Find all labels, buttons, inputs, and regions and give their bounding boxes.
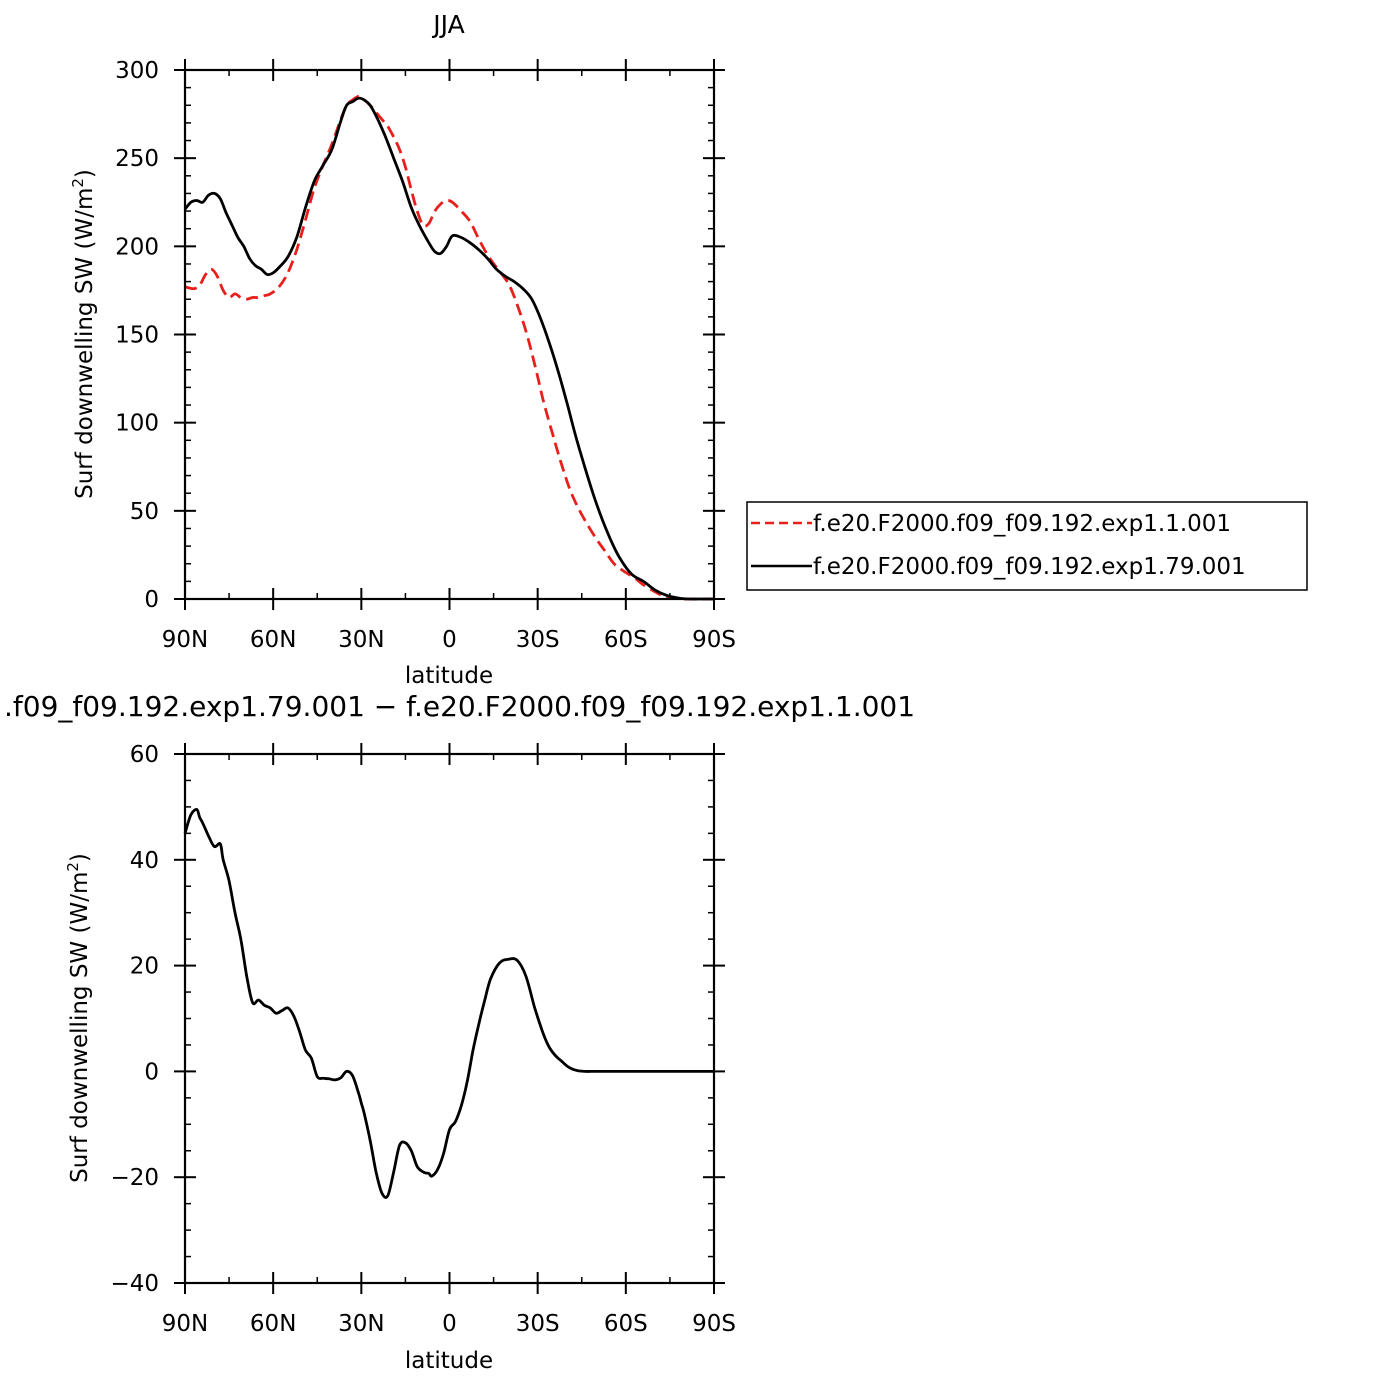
x-tick-label: 90N xyxy=(162,627,208,653)
x-tick-label: 60S xyxy=(604,1311,648,1337)
x-tick-label: 90N xyxy=(162,1311,208,1337)
bottom-chart-title: .f09_f09.192.exp1.79.001 − f.e20.F2000.f… xyxy=(4,690,915,723)
bot-series-line-0 xyxy=(183,808,714,1199)
x-tick-label: 30S xyxy=(516,627,560,653)
top-x-axis-label: latitude xyxy=(405,663,493,689)
y-tick-label: 40 xyxy=(130,848,159,874)
y-tick-label: 0 xyxy=(144,587,159,613)
y-tick-label: 250 xyxy=(115,146,159,172)
bottom-x-axis-label: latitude xyxy=(405,1348,493,1374)
x-tick-label: 30S xyxy=(516,1311,560,1337)
top-plot-frame xyxy=(183,68,716,601)
x-tick-label: 90S xyxy=(692,627,736,653)
bottom-plot-frame xyxy=(183,752,716,1285)
y-tick-label: 60 xyxy=(130,742,159,768)
bottom-y-axis-label: Surf downwelling SW (W/m2) xyxy=(64,853,93,1183)
x-tick-label: 90S xyxy=(692,1311,736,1337)
top-series-line-1 xyxy=(183,96,714,601)
top-y-axis-label: Surf downwelling SW (W/m2) xyxy=(69,169,98,499)
y-tick-label: 300 xyxy=(115,58,159,84)
y-tick-label: −20 xyxy=(110,1165,159,1191)
legend: f.e20.F2000.f09_f09.192.exp1.1.001 f.e20… xyxy=(746,501,1308,591)
y-tick-label: 200 xyxy=(115,234,159,260)
legend-label-exp1-1: f.e20.F2000.f09_f09.192.exp1.1.001 xyxy=(813,511,1231,537)
x-tick-label: 60N xyxy=(250,1311,296,1337)
top-panel: JJA 90N 60N 30N 0 30S 60S 90S 0 50 100 150 200 250 30… xyxy=(69,10,1308,689)
top-chart-title: JJA xyxy=(431,10,464,39)
x-tick-label: 0 xyxy=(442,1311,457,1337)
x-tick-label: 30N xyxy=(338,627,384,653)
y-tick-label: 0 xyxy=(144,1059,159,1085)
legend-box xyxy=(746,501,1308,591)
x-tick-label: 60N xyxy=(250,627,296,653)
x-tick-label: 0 xyxy=(442,627,457,653)
x-tick-label: 60S xyxy=(604,627,648,653)
y-tick-label: 150 xyxy=(115,323,159,349)
bottom-panel: .f09_f09.192.exp1.79.001 − f.e20.F2000.f… xyxy=(4,690,915,1374)
y-tick-label: −40 xyxy=(110,1271,159,1297)
legend-label-exp1-79: f.e20.F2000.f09_f09.192.exp1.79.001 xyxy=(813,554,1246,580)
y-tick-label: 20 xyxy=(130,954,159,980)
top-series-line-0 xyxy=(184,95,714,601)
y-tick-label: 50 xyxy=(130,499,159,525)
y-tick-label: 100 xyxy=(115,411,159,437)
x-tick-label: 30N xyxy=(338,1311,384,1337)
